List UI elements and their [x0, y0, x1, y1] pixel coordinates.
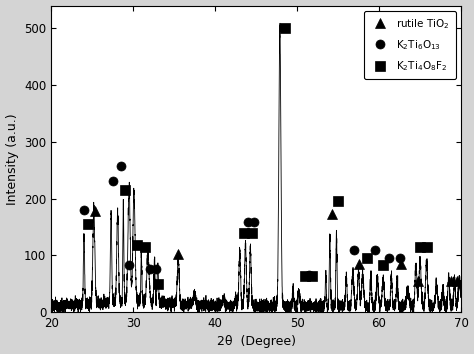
- Y-axis label: Intensity (a.u.): Intensity (a.u.): [6, 113, 18, 205]
- X-axis label: 2θ  (Degree): 2θ (Degree): [217, 336, 296, 348]
- Legend: rutile TiO$_2$, K$_2$Ti$_6$O$_{13}$, K$_2$Ti$_4$O$_8$F$_2$: rutile TiO$_2$, K$_2$Ti$_6$O$_{13}$, K$_…: [364, 11, 456, 79]
